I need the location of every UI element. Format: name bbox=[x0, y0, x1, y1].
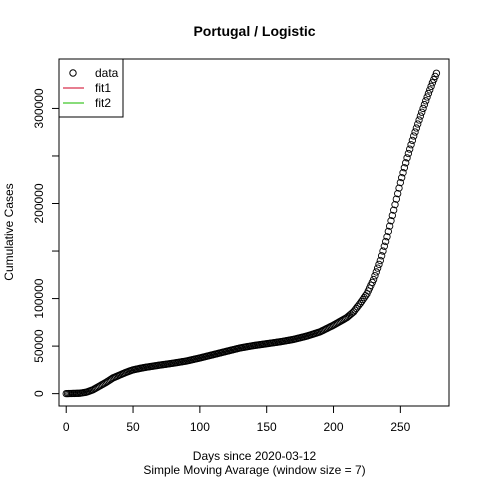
data-point bbox=[403, 154, 411, 162]
y-tick-label: 0 bbox=[32, 390, 46, 397]
data-point bbox=[410, 132, 418, 140]
data-point bbox=[408, 136, 417, 145]
data-point bbox=[396, 178, 405, 187]
data-point bbox=[432, 69, 441, 77]
data-point bbox=[422, 97, 430, 105]
data-point bbox=[376, 256, 384, 265]
legend-symbol-data bbox=[69, 69, 77, 77]
data-point bbox=[375, 260, 383, 268]
data-point bbox=[372, 268, 380, 276]
data-point bbox=[402, 159, 410, 167]
x-tick-label: 50 bbox=[126, 420, 140, 434]
data-point bbox=[411, 128, 419, 136]
data-point bbox=[418, 108, 426, 116]
data-point bbox=[398, 173, 406, 182]
data-point bbox=[407, 141, 415, 149]
x-axis-label: Days since 2020-03-12 bbox=[193, 449, 317, 463]
data-point bbox=[427, 82, 435, 90]
data-point bbox=[383, 233, 391, 241]
data-point bbox=[356, 299, 364, 307]
data-point bbox=[416, 112, 425, 120]
data-point bbox=[428, 79, 437, 87]
data-point bbox=[380, 242, 388, 250]
x-tick-label: 100 bbox=[190, 420, 210, 434]
data-point bbox=[423, 93, 431, 101]
chart-title: Portugal / Logistic bbox=[193, 23, 315, 39]
data-point bbox=[387, 217, 395, 225]
data-point bbox=[419, 104, 427, 113]
data-point bbox=[395, 184, 403, 192]
y-tick-label: 50000 bbox=[32, 329, 46, 363]
x-tick-label: 200 bbox=[324, 420, 344, 434]
data-point bbox=[388, 211, 396, 220]
data-point bbox=[377, 252, 386, 260]
data-points bbox=[62, 69, 441, 398]
data-point bbox=[359, 295, 367, 304]
x-axis-sublabel: Simple Moving Avarage (window size = 7) bbox=[143, 463, 365, 477]
data-point bbox=[406, 145, 414, 153]
data-point bbox=[357, 297, 366, 306]
data-point bbox=[392, 195, 400, 203]
data-point bbox=[394, 189, 402, 198]
data-point bbox=[431, 72, 439, 81]
x-tick-label: 250 bbox=[390, 420, 410, 434]
data-point bbox=[373, 264, 382, 272]
data-point bbox=[384, 227, 392, 236]
data-point bbox=[381, 237, 390, 246]
x-axis: 0 50 100 150 200 250 bbox=[63, 405, 411, 434]
legend: data fit1 fit2 bbox=[58, 58, 124, 118]
data-point bbox=[414, 120, 422, 128]
data-point bbox=[390, 206, 398, 214]
data-point bbox=[404, 149, 413, 158]
y-tick-label: 100000 bbox=[32, 278, 46, 318]
data-point bbox=[415, 116, 423, 124]
data-point bbox=[400, 164, 409, 172]
x-tick-label: 0 bbox=[63, 420, 70, 434]
data-point bbox=[424, 89, 433, 98]
data-point bbox=[412, 124, 421, 132]
data-point bbox=[430, 75, 438, 84]
legend-label-fit2: fit2 bbox=[95, 96, 111, 110]
x-tick-label: 150 bbox=[257, 420, 277, 434]
data-point bbox=[399, 169, 407, 177]
data-point bbox=[391, 200, 399, 209]
data-point bbox=[379, 247, 387, 255]
data-point bbox=[360, 293, 368, 302]
data-point bbox=[371, 272, 379, 280]
data-point bbox=[420, 100, 429, 109]
data-point bbox=[426, 86, 434, 94]
y-tick-label: 200000 bbox=[32, 183, 46, 223]
y-axis-label: Cumulative Cases bbox=[2, 183, 16, 280]
y-axis: 0 50000 100000 200000 300000 bbox=[32, 88, 60, 397]
y-tick-label: 300000 bbox=[32, 88, 46, 128]
legend-label-fit1: fit1 bbox=[95, 81, 111, 95]
legend-label-data: data bbox=[95, 66, 119, 80]
data-point bbox=[355, 301, 363, 309]
data-point bbox=[386, 222, 394, 230]
data-point bbox=[369, 275, 378, 284]
